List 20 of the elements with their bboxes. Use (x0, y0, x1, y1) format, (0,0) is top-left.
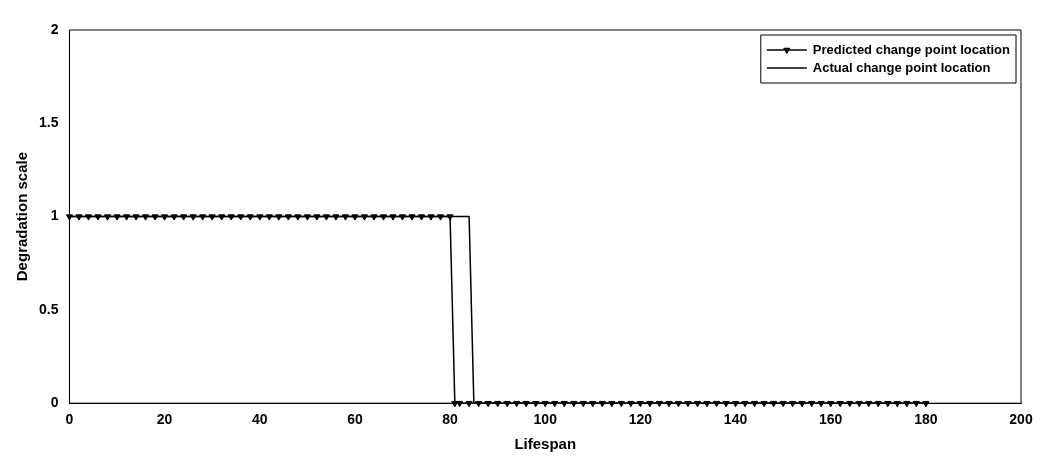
y-tick-label: 1 (50, 207, 59, 224)
x-tick-label: 200 (1009, 411, 1033, 428)
legend-label: Predicted change point location (812, 41, 1011, 57)
x-axis-title: Lifespan (514, 435, 577, 453)
legend-label: Actual change point location (812, 59, 991, 75)
x-tick-label: 120 (628, 411, 653, 428)
x-tick-label: 180 (914, 411, 938, 428)
x-tick-label: 100 (533, 411, 558, 428)
x-tick-label: 60 (347, 411, 363, 428)
x-tick-label: 140 (723, 411, 748, 428)
x-tick-label: 160 (819, 411, 843, 428)
y-axis-title: Degradation scale (13, 151, 31, 282)
y-tick-label: 1.5 (38, 114, 59, 131)
y-tick-label: 0 (50, 394, 59, 411)
x-tick-label: 20 (156, 411, 173, 428)
x-tick-label: 80 (442, 411, 459, 428)
x-tick-label: 0 (65, 411, 74, 428)
y-tick-label: 2 (50, 20, 59, 37)
y-tick-label: 0.5 (38, 300, 59, 317)
x-tick-label: 40 (251, 411, 268, 428)
